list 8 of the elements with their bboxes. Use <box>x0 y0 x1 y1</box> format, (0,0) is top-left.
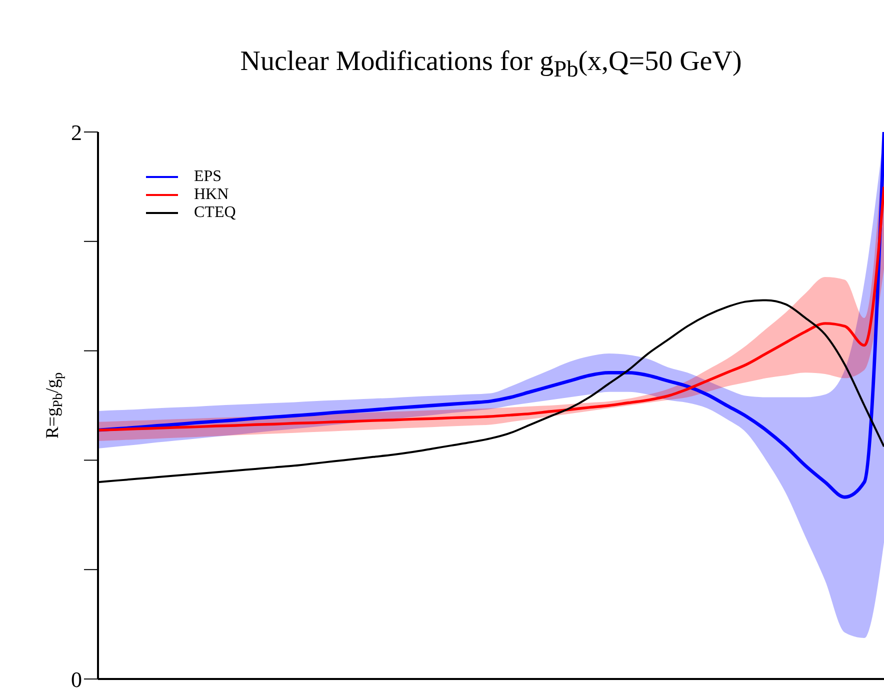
legend-label: CTEQ <box>194 204 236 222</box>
legend-label: EPS <box>194 168 222 186</box>
chart-title: Nuclear Modifications for g$_{Pb}$(x,Q=50 GeV) <box>239 46 743 84</box>
y-tick-label: 2 <box>71 120 82 145</box>
y-tick-label: 0 <box>71 666 82 692</box>
line-series <box>98 132 884 499</box>
legend-label: HKN <box>194 186 229 204</box>
line-series <box>98 185 884 432</box>
